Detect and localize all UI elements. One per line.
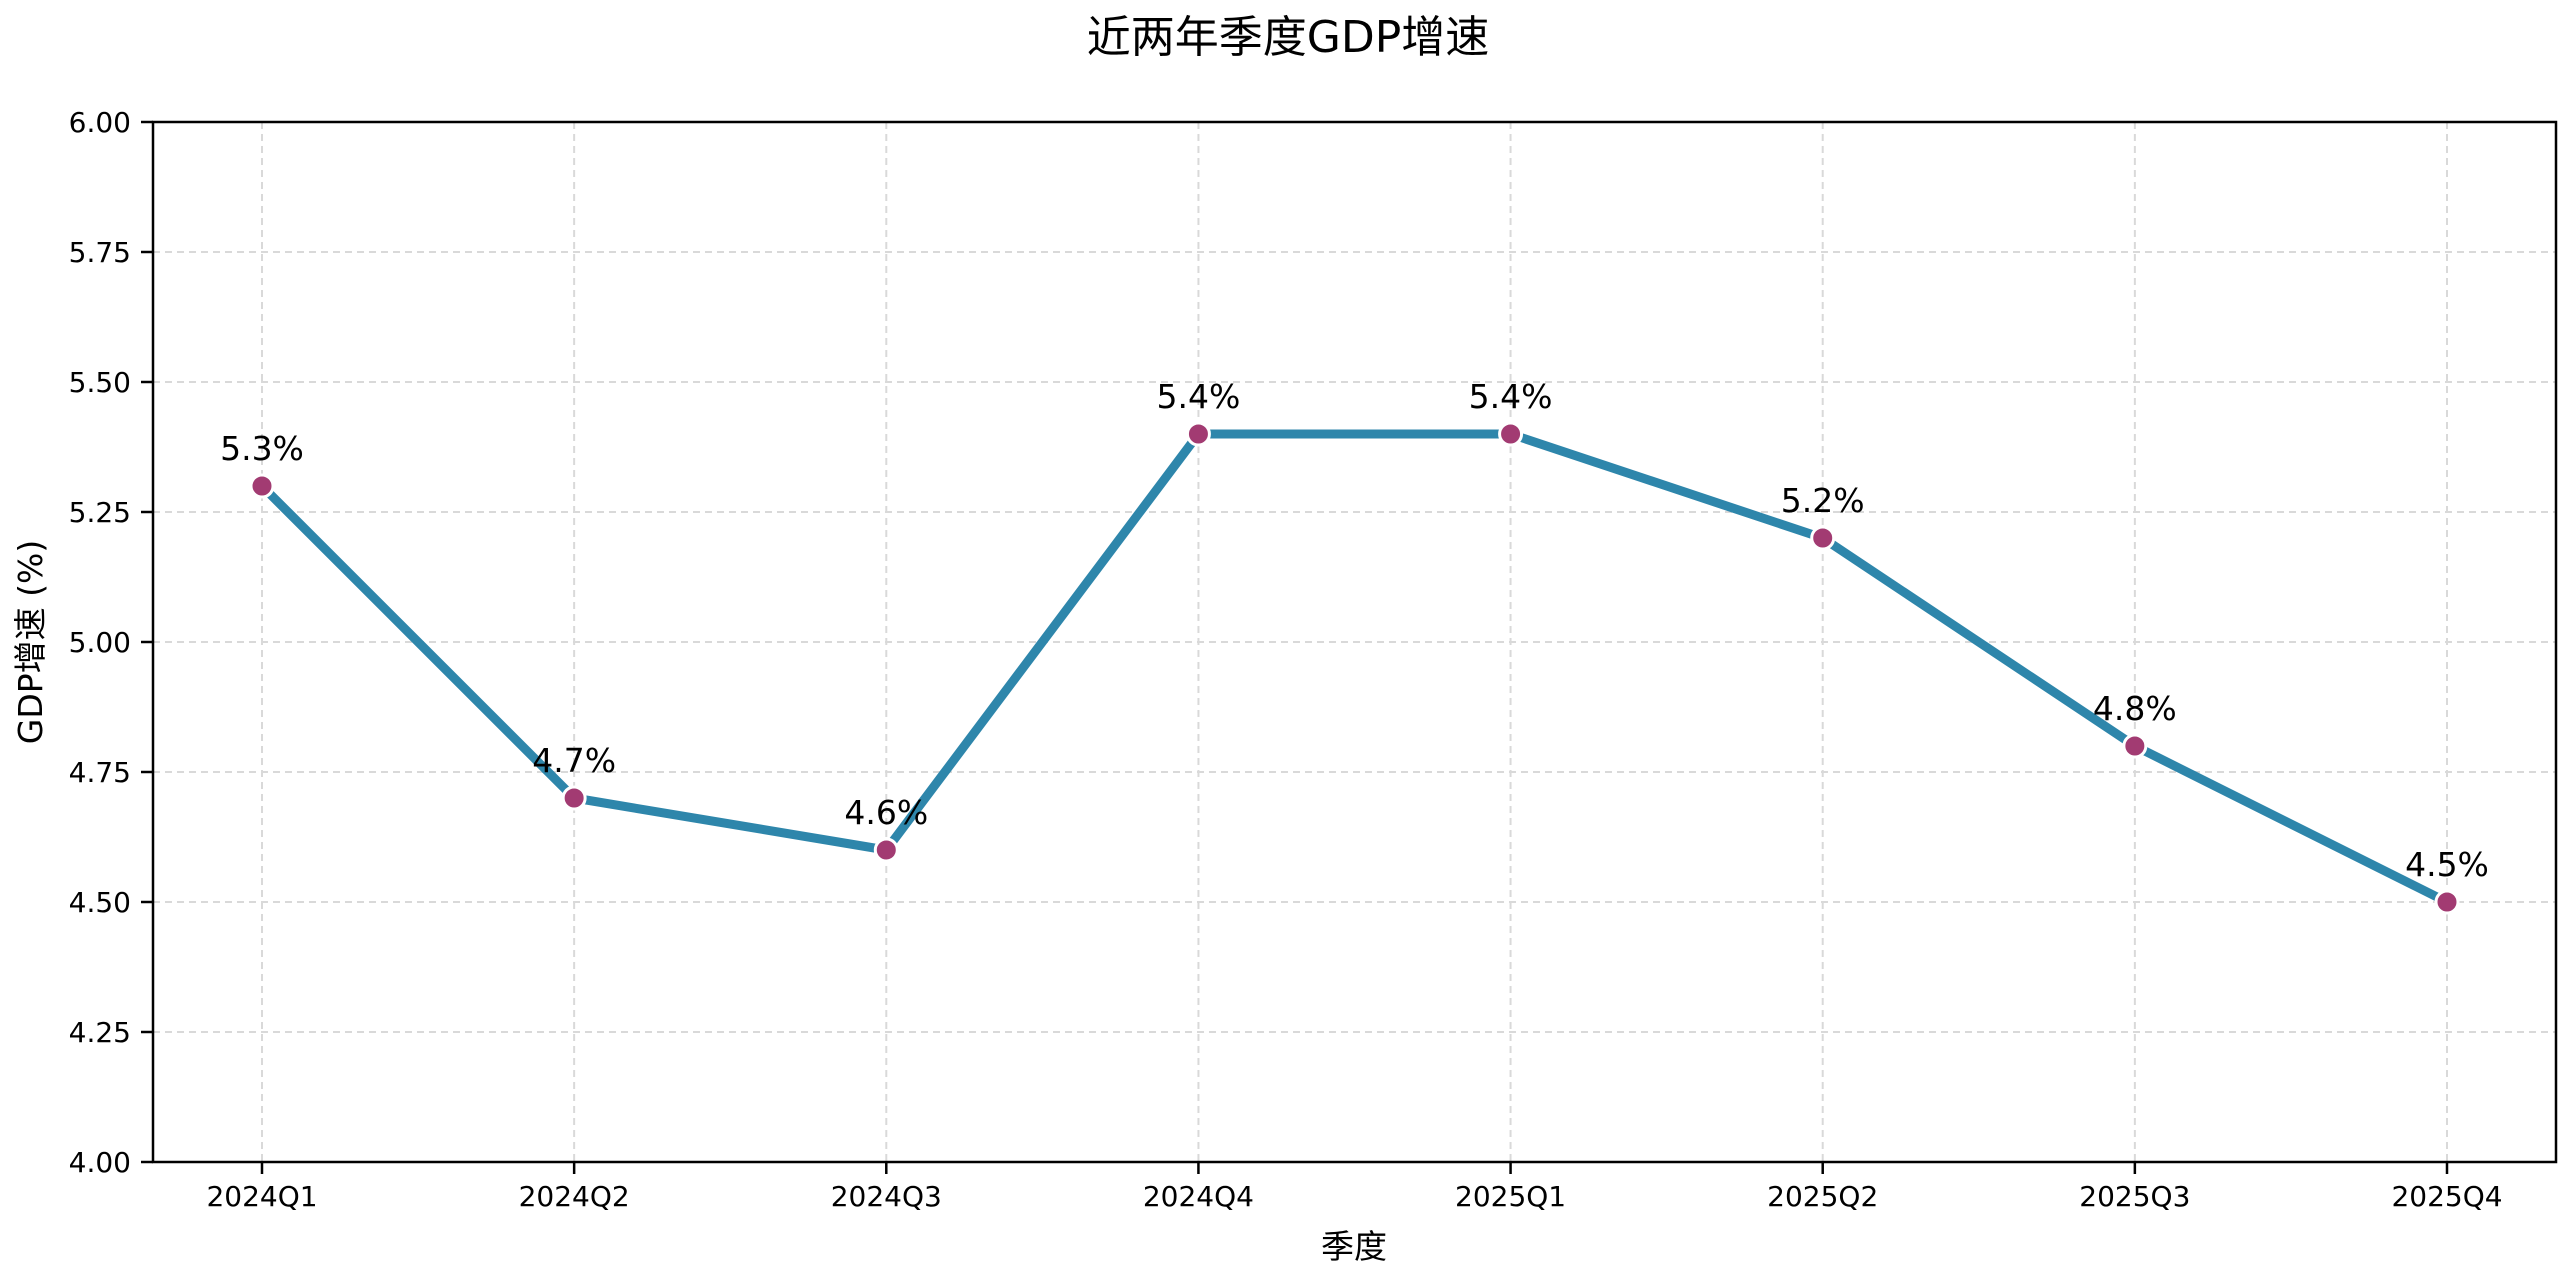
y-tick-label-5.75: 5.75 — [69, 236, 131, 269]
y-axis-label: GDP增速 (%) — [11, 540, 50, 744]
y-tick-label-4.00: 4.00 — [69, 1146, 131, 1179]
data-point-2025Q2 — [1810, 525, 1836, 551]
point-label-2025Q1: 5.4% — [1469, 377, 1553, 416]
data-point-2024Q3 — [873, 837, 899, 863]
data-point-2025Q4 — [2434, 889, 2460, 915]
point-label-2024Q4: 5.4% — [1157, 377, 1241, 416]
x-tick-label-2025Q3: 2025Q3 — [2079, 1180, 2190, 1213]
x-tick-label-2025Q4: 2025Q4 — [2391, 1180, 2502, 1213]
point-label-2025Q3: 4.8% — [2093, 689, 2177, 728]
point-label-2024Q1: 5.3% — [220, 429, 304, 468]
data-point-2025Q3 — [2122, 733, 2148, 759]
gdp-series-line — [257, 429, 2452, 907]
data-point-2024Q2 — [561, 785, 587, 811]
y-tick-label-5.00: 5.00 — [69, 626, 131, 659]
x-tick-label-2024Q2: 2024Q2 — [519, 1180, 630, 1213]
data-point-2025Q1 — [1498, 421, 1524, 447]
y-tick-label-5.25: 5.25 — [69, 496, 131, 529]
chart-title: 近两年季度GDP增速 — [1087, 12, 1490, 63]
x-tick-label-2024Q3: 2024Q3 — [831, 1180, 942, 1213]
point-label-2024Q3: 4.6% — [844, 793, 928, 832]
x-axis-label: 季度 — [1321, 1227, 1387, 1266]
point-label-2025Q2: 5.2% — [1781, 481, 1865, 520]
y-tick-label-5.50: 5.50 — [69, 366, 131, 399]
y-tick-label-6.00: 6.00 — [69, 106, 131, 139]
x-tick-label-2024Q4: 2024Q4 — [1143, 1180, 1254, 1213]
x-tick-label-2025Q1: 2025Q1 — [1455, 1180, 1566, 1213]
y-tick-label-4.50: 4.50 — [69, 886, 131, 919]
plot-area: 5.3% 4.7% 4.6% 5.4% 5.4% 5.2% 4.8% 4.5% 4.00 4.25… — [69, 106, 2558, 1213]
data-point-2024Q1 — [249, 473, 275, 499]
point-label-2025Q4: 4.5% — [2405, 845, 2489, 884]
y-tick-label-4.25: 4.25 — [69, 1016, 131, 1049]
data-point-2024Q4 — [1185, 421, 1211, 447]
x-tick-label-2024Q1: 2024Q1 — [206, 1180, 317, 1213]
point-label-2024Q2: 4.7% — [532, 741, 616, 780]
y-tick-label-4.75: 4.75 — [69, 756, 131, 789]
x-tick-label-2025Q2: 2025Q2 — [1767, 1180, 1878, 1213]
